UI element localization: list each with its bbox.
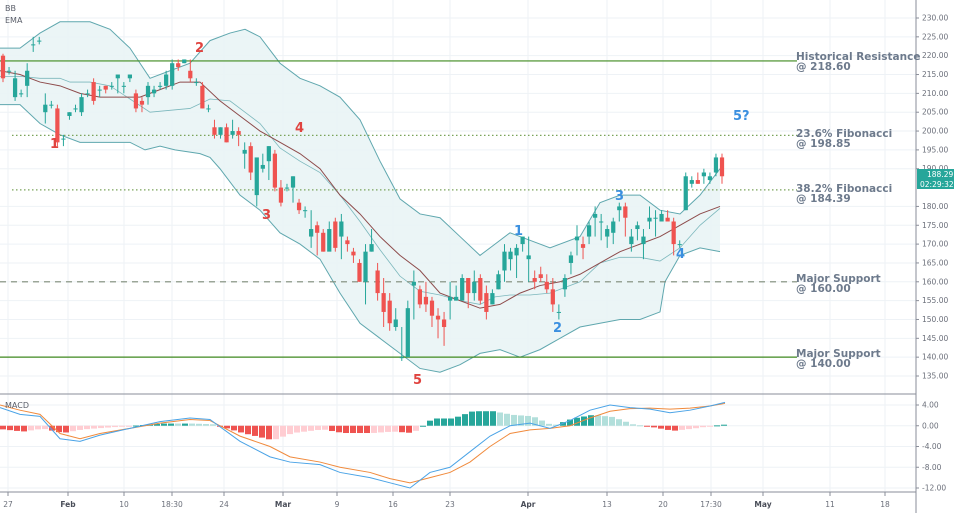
price-tick: 220.00 — [922, 51, 948, 60]
price-tick: 165.00 — [922, 258, 948, 267]
current-price-value: 188.29 — [927, 170, 953, 179]
price-tick: 190.00 — [922, 164, 948, 173]
annotation-fib382-title: 38.2% Fibonacci — [796, 183, 892, 195]
price-tick: 155.00 — [922, 296, 948, 305]
ema-line — [0, 70, 721, 309]
time-tick: 18 — [880, 500, 890, 509]
time-tick: 18:30 — [161, 500, 183, 509]
wave-label-blue-2: 2 — [553, 321, 562, 336]
time-tick: 17:30 — [700, 500, 722, 509]
time-tick: 27 — [3, 500, 13, 509]
annotation-historical-resistance-value: @ 218.60 — [796, 61, 851, 73]
macd-pane — [0, 401, 727, 489]
price-tick: 205.00 — [922, 108, 948, 117]
wave-label-blue-1: 1 — [514, 224, 523, 239]
price-tick: 200.00 — [922, 127, 948, 136]
wave-label-blue-5-question: 5? — [733, 109, 750, 124]
time-tick: 11 — [825, 500, 835, 509]
price-tick: 215.00 — [922, 70, 948, 79]
price-tick: 145.00 — [922, 334, 948, 343]
indicator-label-bb[interactable]: BB — [5, 4, 16, 13]
annotation-support160-title: Major Support — [796, 273, 881, 285]
time-tick: Mar — [275, 500, 292, 509]
indicator-label-macd[interactable]: MACD — [5, 401, 29, 410]
price-tick: 230.00 — [922, 14, 948, 23]
time-tick: 13 — [602, 500, 612, 509]
price-tick: 135.00 — [922, 372, 948, 381]
price-tick: 160.00 — [922, 277, 948, 286]
price-tick: 150.00 — [922, 315, 948, 324]
time-tick: 9 — [335, 500, 340, 509]
price-tick: 210.00 — [922, 89, 948, 98]
price-tick: 140.00 — [922, 353, 948, 362]
annotation-fib382-value: @ 184.39 — [796, 193, 851, 205]
current-price-tag: 188.29 02:29:32 — [917, 169, 954, 189]
macd-tick: 4.00 — [922, 401, 939, 410]
time-tick: 10 — [119, 500, 129, 509]
annotation-support160-value: @ 160.00 — [796, 283, 851, 295]
wave-label-red-3: 3 — [262, 208, 271, 223]
wave-label-red-2: 2 — [195, 41, 204, 56]
annotation-support140-value: @ 140.00 — [796, 358, 851, 370]
price-tick: 225.00 — [922, 32, 948, 41]
macd-tick: -4.00 — [922, 442, 942, 451]
candlesticks — [0, 36, 725, 361]
price-tick: 175.00 — [922, 221, 948, 230]
time-tick: May — [754, 500, 771, 509]
annotation-fib236-value: @ 198.85 — [796, 138, 851, 150]
annotation-historical-resistance-title: Historical Resistance — [796, 51, 920, 63]
price-tick: 180.00 — [922, 202, 948, 211]
indicator-label-ema[interactable]: EMA — [5, 16, 23, 25]
price-levels — [0, 60, 797, 358]
macd-tick: -12.00 — [922, 484, 946, 493]
price-tick: 170.00 — [922, 240, 948, 249]
macd-tick: 0.00 — [922, 421, 939, 430]
time-tick: 24 — [219, 500, 229, 509]
time-tick: Apr — [521, 500, 536, 509]
time-tick: Feb — [60, 500, 76, 509]
wave-label-red-5: 5 — [413, 373, 422, 388]
candle-countdown: 02:29:32 — [920, 180, 954, 189]
time-tick: 20 — [658, 500, 668, 509]
macd-tick: -8.00 — [922, 463, 942, 472]
price-tick: 195.00 — [922, 145, 948, 154]
time-tick: 23 — [445, 500, 455, 509]
bollinger-bands — [0, 21, 721, 373]
annotation-support140-title: Major Support — [796, 348, 881, 360]
wave-label-blue-4: 4 — [676, 247, 685, 262]
wave-label-red-4: 4 — [295, 121, 304, 136]
annotation-fib236-title: 23.6% Fibonacci — [796, 128, 892, 140]
wave-label-blue-3: 3 — [615, 189, 624, 204]
wave-label-red-1: 1 — [50, 137, 59, 152]
time-tick: 16 — [388, 500, 398, 509]
